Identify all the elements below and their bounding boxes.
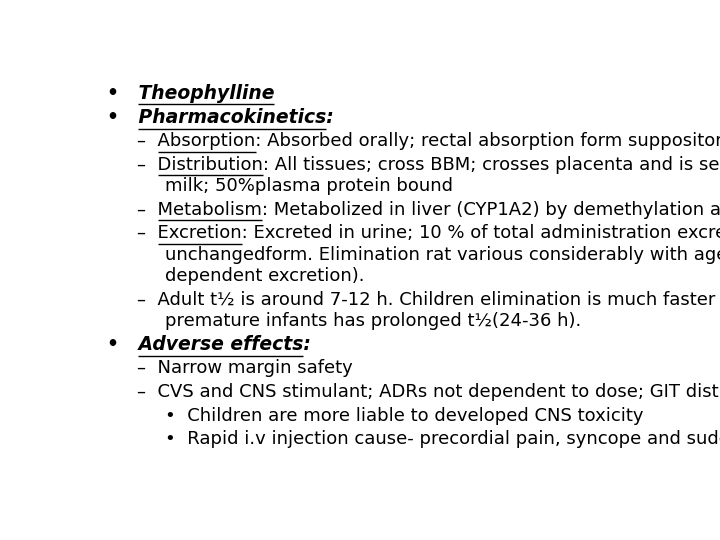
Text: –  CVS and CNS stimulant; ADRs not dependent to dose; GIT distress: – CVS and CNS stimulant; ADRs not depend…	[138, 383, 720, 401]
Text: milk; 50%plasma protein bound: milk; 50%plasma protein bound	[166, 177, 454, 195]
Text: –  Adult t½ is around 7-12 h. Children elimination is much faster (t½ 3-5 h); In: – Adult t½ is around 7-12 h. Children el…	[138, 291, 720, 308]
Text: –  Distribution: All tissues; cross BBM; crosses placenta and is secreted in: – Distribution: All tissues; cross BBM; …	[138, 156, 720, 174]
Text: •   Theophylline: • Theophylline	[107, 84, 274, 103]
Text: •   Pharmacokinetics:: • Pharmacokinetics:	[107, 109, 333, 127]
Text: –  Absorption: Absorbed orally; rectal absorption form suppositories is erratic.: – Absorption: Absorbed orally; rectal ab…	[138, 132, 720, 150]
Text: •   Adverse effects:: • Adverse effects:	[107, 335, 310, 354]
Text: •  Children are more liable to developed CNS toxicity: • Children are more liable to developed …	[166, 407, 644, 424]
Text: unchangedform. Elimination rat various considerably with age (age: unchangedform. Elimination rat various c…	[166, 246, 720, 264]
Text: dependent excretion).: dependent excretion).	[166, 267, 365, 285]
Text: –  Excretion: Excreted in urine; 10 % of total administration excreted: – Excretion: Excreted in urine; 10 % of …	[138, 225, 720, 242]
Text: –  Metabolism: Metabolized in liver (CYP1A2) by demethylation and oxidation.: – Metabolism: Metabolized in liver (CYP1…	[138, 201, 720, 219]
Text: •  Rapid i.v injection cause- precordial pain, syncope and sudden death: • Rapid i.v injection cause- precordial …	[166, 430, 720, 448]
Text: premature infants has prolonged t½(24-36 h).: premature infants has prolonged t½(24-36…	[166, 312, 582, 330]
Text: –  Narrow margin safety: – Narrow margin safety	[138, 359, 354, 377]
